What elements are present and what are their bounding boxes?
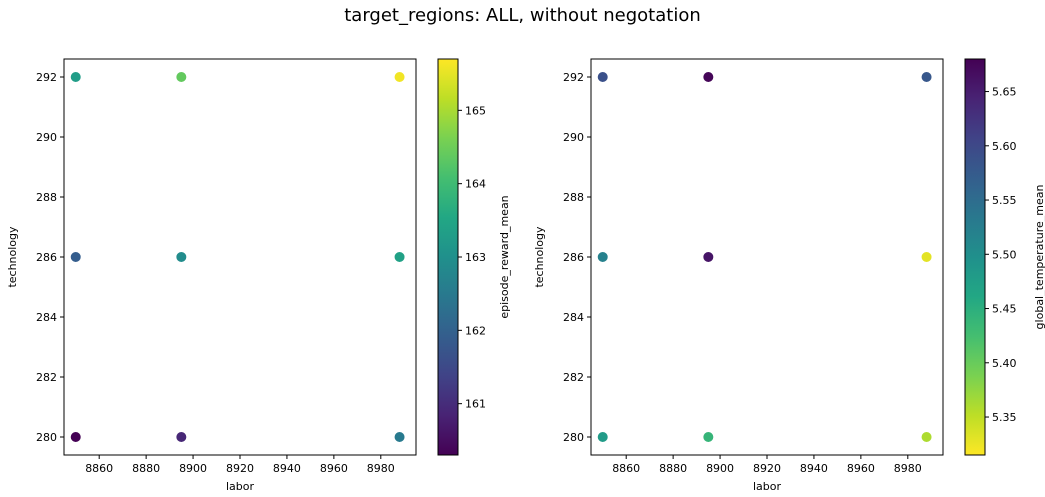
- right-colorbar-label: global_temperature_mean: [1033, 185, 1045, 330]
- left-scatter-point: [176, 72, 187, 82]
- right-y-tick-label: 288: [563, 191, 584, 204]
- right-scatter-point: [597, 72, 608, 82]
- right-scatter-point: [703, 252, 714, 262]
- right-scatter-point: [921, 72, 932, 82]
- right-x-axis-label: labor: [753, 480, 782, 493]
- right-colorbar-tick-label: 5.40: [992, 357, 1017, 370]
- left-scatter-point: [70, 432, 81, 442]
- right-y-tick-label: 280: [563, 431, 584, 444]
- left-colorbar-tick-label: 164: [465, 178, 486, 191]
- right-scatter-point: [597, 432, 608, 442]
- right-colorbar-tick-label: 5.50: [992, 248, 1017, 261]
- right-y-tick-label: 290: [563, 131, 584, 144]
- right-y-tick-label: 284: [563, 311, 584, 324]
- right-x-tick-label: 8940: [800, 462, 828, 475]
- left-colorbar-tick-label: 163: [465, 251, 486, 264]
- right-y-axis-label: technology: [533, 226, 546, 288]
- left-scatter-point: [176, 252, 187, 262]
- right-colorbar-tick-label: 5.45: [992, 303, 1017, 316]
- left-x-tick-label: 8860: [85, 462, 113, 475]
- left-y-axis-label: technology: [6, 226, 19, 288]
- right-x-tick-label: 8880: [659, 462, 687, 475]
- right-colorbar: [964, 58, 986, 456]
- left-scatter-point: [70, 252, 81, 262]
- right-x-tick-label: 8900: [706, 462, 734, 475]
- right-scatter-point: [703, 432, 714, 442]
- left-y-tick-label: 292: [36, 71, 57, 84]
- left-scatter-point: [394, 432, 405, 442]
- right-colorbar-tick-label: 5.65: [992, 86, 1017, 99]
- left-y-tick-label: 282: [36, 371, 57, 384]
- left-y-tick-label: 290: [36, 131, 57, 144]
- left-x-tick-label: 8900: [179, 462, 207, 475]
- left-plot-frame: [63, 58, 417, 456]
- left-scatter-point: [176, 432, 187, 442]
- left-x-tick-label: 8960: [320, 462, 348, 475]
- figure-title: target_regions: ALL, without negotation: [344, 5, 701, 26]
- right-x-tick-label: 8980: [894, 462, 922, 475]
- left-scatter-point: [394, 72, 405, 82]
- right-x-tick-label: 8860: [612, 462, 640, 475]
- right-plot-frame: [590, 58, 944, 456]
- right-scatter-point: [921, 252, 932, 262]
- left-x-tick-label: 8980: [367, 462, 395, 475]
- left-x-tick-label: 8920: [226, 462, 254, 475]
- left-scatter-point: [394, 252, 405, 262]
- right-colorbar-tick-label: 5.35: [992, 411, 1017, 424]
- left-x-tick-label: 8880: [132, 462, 160, 475]
- right-colorbar-tick-label: 5.55: [992, 194, 1017, 207]
- left-y-tick-label: 280: [36, 431, 57, 444]
- left-y-tick-label: 288: [36, 191, 57, 204]
- right-scatter-point: [597, 252, 608, 262]
- left-x-tick-label: 8940: [273, 462, 301, 475]
- right-x-tick-label: 8920: [753, 462, 781, 475]
- left-y-tick-label: 286: [36, 251, 57, 264]
- left-x-axis-label: labor: [226, 480, 255, 493]
- left-colorbar-tick-label: 162: [465, 324, 486, 337]
- left-y-tick-label: 284: [36, 311, 57, 324]
- left-colorbar-tick-label: 161: [465, 398, 486, 411]
- right-y-tick-label: 292: [563, 71, 584, 84]
- left-colorbar-label: episode_reward_mean: [498, 195, 511, 318]
- right-scatter-point: [703, 72, 714, 82]
- left-colorbar-tick-label: 165: [465, 104, 486, 117]
- right-scatter-point: [921, 432, 932, 442]
- right-colorbar-tick-label: 5.60: [992, 140, 1017, 153]
- right-x-tick-label: 8960: [847, 462, 875, 475]
- left-colorbar: [437, 58, 459, 456]
- left-scatter-point: [70, 72, 81, 82]
- right-y-tick-label: 282: [563, 371, 584, 384]
- right-y-tick-label: 286: [563, 251, 584, 264]
